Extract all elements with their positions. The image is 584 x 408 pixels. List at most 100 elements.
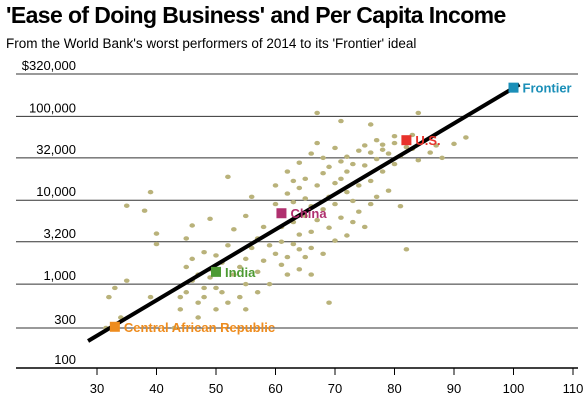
data-point [296,185,303,191]
data-point [338,215,344,220]
data-point [308,245,315,251]
data-point [237,264,243,270]
data-point [296,232,303,237]
data-point [373,137,380,143]
data-point [373,194,380,199]
data-point [171,325,178,331]
highlight-marker-central-african-republic [109,321,120,332]
data-point [356,148,362,153]
data-point [320,207,326,212]
y-tick-label: 100,000 [29,100,76,115]
data-point [320,155,326,161]
data-point [367,178,374,184]
data-point [361,163,368,168]
highlight-label-central-african-republic: Central African Republic [124,320,275,335]
data-point [308,229,315,235]
data-point [153,231,160,236]
y-tick-label: $320,000 [22,58,76,73]
data-point [344,189,350,195]
data-point [397,203,404,209]
data-point [296,247,303,252]
y-tick-label: 3,200 [43,226,76,241]
data-point [213,307,219,312]
data-point [361,224,368,230]
data-point [415,158,422,163]
y-tick-label: 1,000 [43,268,76,283]
data-point [189,256,195,262]
data-point [201,250,207,255]
data-point [379,142,386,147]
data-point [344,154,350,159]
highlight-marker-india [211,266,221,277]
data-point [260,224,267,230]
data-point [356,209,362,214]
data-point [403,144,410,150]
data-point [314,217,320,223]
data-point [427,150,434,155]
data-point [433,143,439,148]
data-point [320,171,326,176]
data-point [213,285,219,291]
highlight-label-india: India [225,265,256,280]
data-point [254,290,261,295]
highlight-marker-china [276,208,287,219]
data-point [332,201,338,207]
data-point [225,243,231,248]
data-point [302,254,309,260]
data-point [225,174,231,180]
x-tick-label: 30 [90,381,104,396]
data-point [207,216,213,222]
data-point [189,223,195,228]
data-point [254,269,261,275]
data-point [266,281,273,287]
data-point [367,201,374,207]
data-point [106,294,112,300]
data-point [183,290,190,295]
highlight-marker-u-s [401,135,412,146]
data-point [332,180,338,186]
x-tick-label: 100 [503,381,525,396]
data-point [439,155,445,161]
data-point [284,169,291,174]
data-point [373,156,380,162]
data-point [284,254,291,260]
data-point [367,150,374,155]
data-point [183,264,190,270]
data-point [296,267,303,272]
data-point [332,145,338,151]
data-point [225,300,231,305]
data-point [338,118,344,124]
x-tick-label: 60 [268,381,282,396]
data-point [290,178,297,184]
data-point [201,294,207,300]
data-point [147,189,154,195]
data-point [153,241,160,247]
data-point [367,122,374,127]
data-point [278,262,285,267]
data-point [350,219,356,225]
data-point [338,159,344,164]
data-point [231,227,237,232]
highlight-marker-frontier [508,82,519,93]
data-point [231,272,237,277]
data-point [177,294,184,300]
data-point [344,233,350,238]
data-point [272,251,279,256]
data-point [219,290,225,295]
data-point [248,245,255,251]
trend-line [87,82,521,343]
data-point [350,161,356,167]
data-point [326,225,332,230]
data-point [242,213,249,219]
data-point [415,110,422,116]
data-point [213,253,219,258]
data-point [451,141,457,147]
data-point [147,294,154,300]
x-tick-label: 90 [447,381,461,396]
highlight-label-frontier: Frontier [523,81,572,96]
data-point [326,300,332,305]
data-point [391,140,398,146]
data-point [332,238,338,243]
data-point [314,140,320,146]
